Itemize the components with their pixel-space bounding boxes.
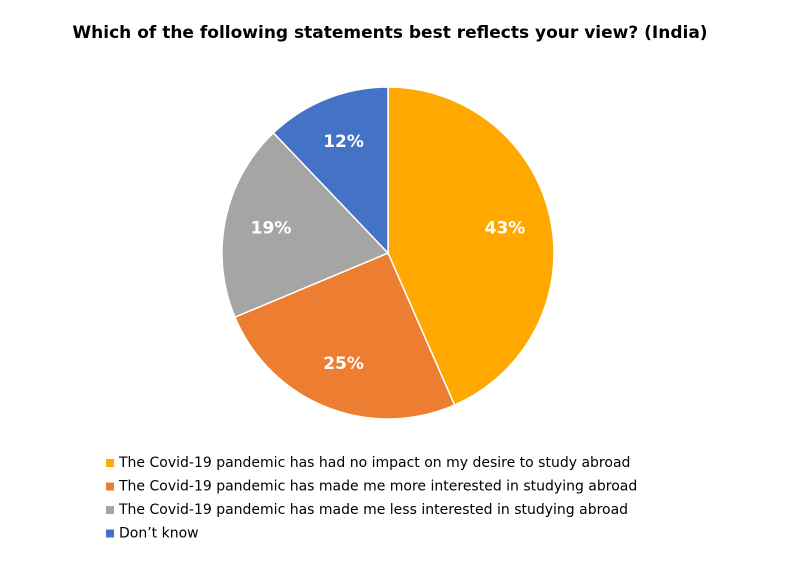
pie-slice: [221, 131, 390, 319]
legend-label: The Covid-19 pandemic has made me less i…: [118, 502, 628, 518]
legend-swatch: [106, 482, 114, 491]
pie-slice: [272, 86, 389, 255]
slice-label: 19%: [251, 219, 292, 239]
chart-title: Which of the following statements best r…: [72, 23, 707, 43]
legend-label: The Covid-19 pandemic has made me more i…: [118, 479, 637, 495]
legend-swatch: [106, 459, 114, 467]
legend-label: Don’t know: [119, 526, 199, 542]
slice-label: 25%: [323, 354, 364, 374]
pie-slice: [387, 86, 555, 407]
legend-label: The Covid-19 pandemic has had no impact …: [118, 455, 630, 471]
slice-label: 43%: [485, 219, 526, 239]
legend-swatch: [106, 529, 114, 538]
legend-swatch: [106, 506, 114, 514]
slice-label: 12%: [323, 132, 364, 152]
